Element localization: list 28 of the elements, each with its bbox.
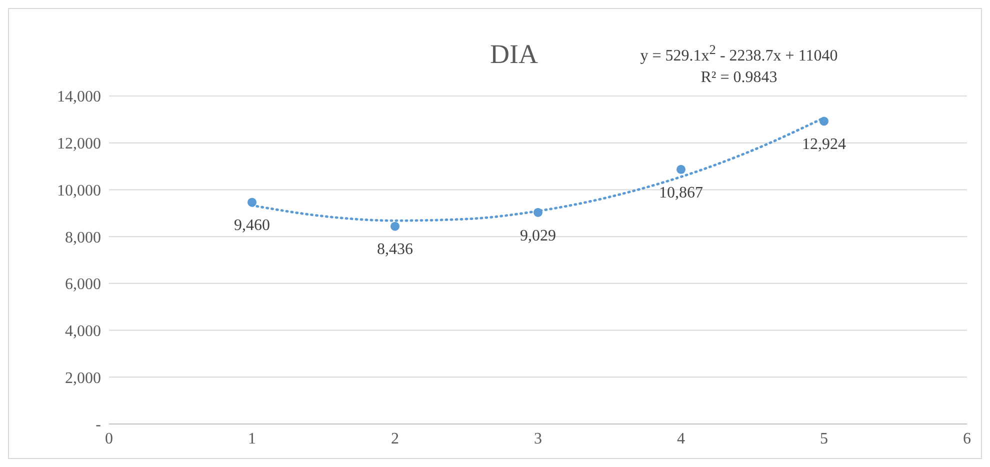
text: y = 529.1x$^{2}$ - 2238.7x + 11040 xyxy=(639,41,839,66)
point xyxy=(390,222,400,231)
x-tick-label: 3 xyxy=(534,430,542,448)
point xyxy=(533,208,543,217)
y-tick-label: 8,000 xyxy=(65,229,101,246)
y-tick-label: 2,000 xyxy=(65,370,101,387)
data-label: 12,924 xyxy=(802,136,846,154)
data-label: 9,029 xyxy=(520,227,556,244)
text: R² = 0.9843 xyxy=(700,68,778,88)
data-label: 9,460 xyxy=(234,217,270,234)
point xyxy=(819,116,829,126)
y-tick-label: 12,000 xyxy=(57,136,101,153)
point xyxy=(676,164,686,174)
data-label: 8,436 xyxy=(377,241,413,258)
point xyxy=(247,198,257,207)
x-tick-label: 6 xyxy=(963,430,971,448)
x-tick-label: 2 xyxy=(391,430,399,448)
x-tick-label: 1 xyxy=(248,430,256,448)
y-tick-label: 4,000 xyxy=(65,322,101,340)
y-tick-label: 14,000 xyxy=(57,88,101,106)
x-tick-label: 4 xyxy=(677,430,685,448)
y-tick-label: 10,000 xyxy=(57,182,101,200)
x-tick-label: 5 xyxy=(820,430,828,448)
chart-title: DIA xyxy=(489,39,539,70)
y-tick-label: 6,000 xyxy=(65,276,101,294)
data-label: 10,867 xyxy=(659,184,703,202)
x-tick-label: 0 xyxy=(105,430,113,448)
y-tick-label: - xyxy=(96,416,101,434)
